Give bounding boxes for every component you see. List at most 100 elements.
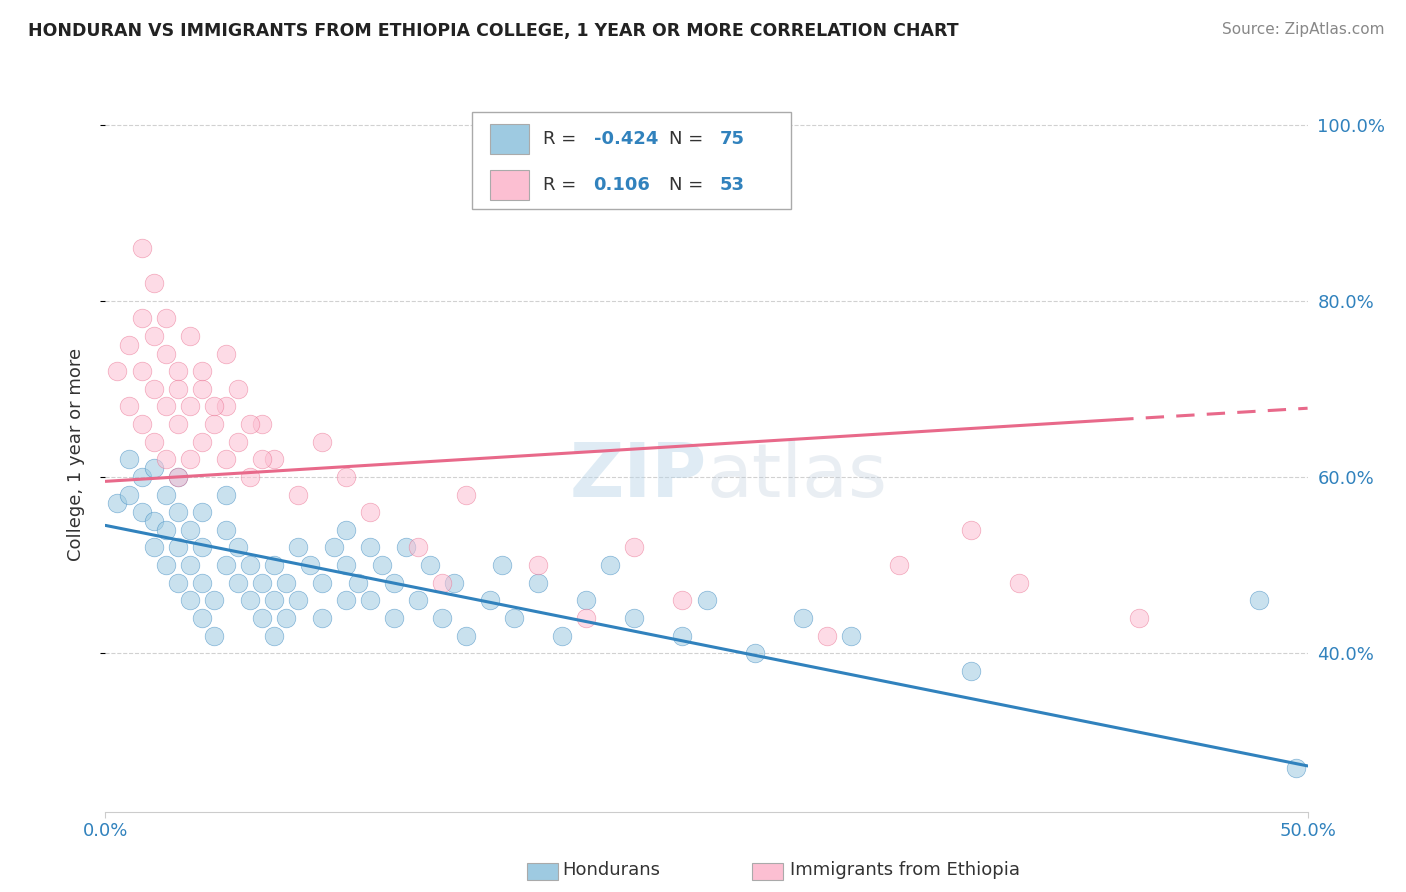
Point: [406, 541, 429, 555]
Point: [479, 593, 502, 607]
Point: [744, 646, 766, 660]
Point: [226, 434, 249, 449]
Point: [623, 541, 645, 555]
Point: [274, 611, 297, 625]
Point: [335, 558, 357, 572]
Point: [623, 611, 645, 625]
Bar: [491, 124, 529, 154]
Point: [263, 452, 285, 467]
Point: [815, 628, 838, 642]
Point: [250, 452, 273, 467]
Point: [491, 558, 513, 572]
Point: [142, 382, 165, 396]
Point: [1249, 593, 1271, 607]
Point: [239, 417, 262, 431]
Point: [359, 541, 381, 555]
Point: [190, 364, 212, 378]
Point: [179, 329, 201, 343]
Text: 53: 53: [720, 176, 745, 194]
Point: [274, 575, 297, 590]
Point: [131, 470, 153, 484]
Point: [671, 593, 693, 607]
Point: [166, 575, 188, 590]
Text: 0.106: 0.106: [593, 176, 651, 194]
Point: [155, 452, 177, 467]
Text: N =: N =: [669, 130, 709, 148]
Point: [142, 514, 165, 528]
Point: [214, 523, 236, 537]
Point: [179, 452, 201, 467]
Point: [887, 558, 910, 572]
Point: [166, 470, 188, 484]
Point: [107, 364, 129, 378]
Point: [298, 558, 321, 572]
Point: [419, 558, 441, 572]
Point: [335, 523, 357, 537]
Point: [214, 400, 236, 414]
Point: [214, 452, 236, 467]
Point: [166, 541, 188, 555]
Point: [371, 558, 394, 572]
Text: HONDURAN VS IMMIGRANTS FROM ETHIOPIA COLLEGE, 1 YEAR OR MORE CORRELATION CHART: HONDURAN VS IMMIGRANTS FROM ETHIOPIA COL…: [28, 22, 959, 40]
Point: [131, 364, 153, 378]
Point: [166, 505, 188, 519]
Point: [263, 593, 285, 607]
Point: [1284, 761, 1306, 775]
Point: [287, 541, 309, 555]
Y-axis label: College, 1 year or more: College, 1 year or more: [66, 349, 84, 561]
Point: [118, 487, 141, 501]
Point: [599, 558, 621, 572]
Text: R =: R =: [543, 176, 588, 194]
Point: [142, 461, 165, 475]
Text: atlas: atlas: [707, 440, 887, 513]
Point: [575, 593, 598, 607]
Point: [382, 575, 405, 590]
Point: [239, 593, 262, 607]
Point: [202, 628, 225, 642]
Text: Source: ZipAtlas.com: Source: ZipAtlas.com: [1222, 22, 1385, 37]
Point: [166, 470, 188, 484]
Point: [406, 593, 429, 607]
Point: [202, 417, 225, 431]
Point: [179, 593, 201, 607]
Point: [287, 487, 309, 501]
Point: [527, 575, 550, 590]
Point: [322, 541, 344, 555]
Point: [454, 628, 477, 642]
Bar: [472, 112, 790, 209]
Point: [179, 523, 201, 537]
Point: [239, 558, 262, 572]
Point: [190, 575, 212, 590]
Point: [142, 276, 165, 290]
Point: [503, 611, 526, 625]
Point: [155, 487, 177, 501]
Text: Hondurans: Hondurans: [562, 861, 661, 879]
Point: [792, 611, 814, 625]
Point: [395, 541, 418, 555]
Point: [335, 593, 357, 607]
Point: [311, 434, 333, 449]
Text: ZIP: ZIP: [569, 440, 707, 513]
Point: [190, 541, 212, 555]
Point: [839, 628, 862, 642]
Point: [166, 417, 188, 431]
Point: [430, 611, 453, 625]
Point: [430, 575, 453, 590]
Point: [131, 241, 153, 255]
Point: [263, 628, 285, 642]
Point: [179, 558, 201, 572]
Point: [226, 382, 249, 396]
Point: [250, 611, 273, 625]
Point: [575, 611, 598, 625]
Point: [527, 558, 550, 572]
Text: N =: N =: [669, 176, 709, 194]
Point: [671, 628, 693, 642]
Point: [155, 523, 177, 537]
Point: [359, 593, 381, 607]
Point: [1128, 611, 1150, 625]
Text: Immigrants from Ethiopia: Immigrants from Ethiopia: [790, 861, 1021, 879]
Point: [202, 593, 225, 607]
Point: [382, 611, 405, 625]
Point: [214, 558, 236, 572]
Point: [190, 434, 212, 449]
